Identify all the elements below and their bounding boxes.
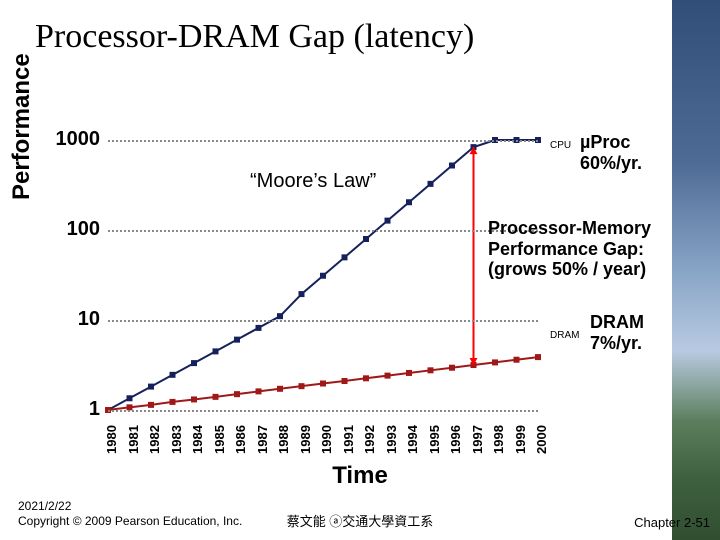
grid-line xyxy=(108,410,538,412)
x-tick: 1984 xyxy=(190,425,205,454)
marker-cpu xyxy=(213,348,219,354)
marker-cpu xyxy=(234,337,240,343)
marker-cpu xyxy=(299,291,305,297)
marker-dram xyxy=(385,373,391,379)
x-tick: 1997 xyxy=(470,425,485,454)
marker-dram xyxy=(342,378,348,384)
x-tick: 1983 xyxy=(169,425,184,454)
marker-dram xyxy=(363,375,369,381)
annot-proc: µProc 60%/yr. xyxy=(580,132,642,173)
marker-dram xyxy=(320,380,326,386)
x-tick: 1994 xyxy=(405,425,420,454)
marker-cpu xyxy=(406,199,412,205)
x-tick: 1985 xyxy=(212,425,227,454)
x-tick: 1999 xyxy=(513,425,528,454)
marker-dram xyxy=(299,383,305,389)
marker-cpu xyxy=(342,254,348,260)
marker-cpu xyxy=(277,313,283,319)
marker-dram xyxy=(492,359,498,365)
marker-dram xyxy=(170,399,176,405)
marker-dram xyxy=(449,365,455,371)
x-tick: 1981 xyxy=(126,425,141,454)
grid-line xyxy=(108,230,538,232)
marker-cpu xyxy=(191,360,197,366)
series-label-dram: DRAM xyxy=(550,330,579,341)
annot-dram-l1: DRAM xyxy=(590,312,644,332)
annot-dram: DRAM 7%/yr. xyxy=(590,312,644,353)
annot-gap-l3: (grows 50% / year) xyxy=(488,259,646,279)
marker-dram xyxy=(535,354,541,360)
marker-cpu xyxy=(127,395,133,401)
marker-dram xyxy=(148,402,154,408)
marker-dram xyxy=(428,367,434,373)
y-tick: 100 xyxy=(40,218,100,241)
marker-dram xyxy=(256,388,262,394)
x-axis-title: Time xyxy=(0,462,720,490)
slide-title: Processor-DRAM Gap (latency) xyxy=(35,18,474,56)
marker-dram xyxy=(191,396,197,402)
marker-cpu xyxy=(256,325,262,331)
x-tick: 1980 xyxy=(104,425,119,454)
marker-cpu xyxy=(428,181,434,187)
marker-cpu xyxy=(170,372,176,378)
x-tick: 1991 xyxy=(341,425,356,454)
series-label-cpu: CPU xyxy=(550,140,571,151)
annot-gap: Processor-Memory Performance Gap: (grows… xyxy=(488,218,651,280)
marker-cpu xyxy=(449,163,455,169)
grid-line xyxy=(108,140,538,142)
y-tick: 1000 xyxy=(40,128,100,151)
footer-center: 蔡文能 ⓐ交通大學資工系 xyxy=(0,511,720,530)
annot-gap-l1: Processor-Memory xyxy=(488,218,651,238)
marker-dram xyxy=(406,370,412,376)
x-tick: 2000 xyxy=(534,425,549,454)
marker-cpu xyxy=(363,236,369,242)
marker-dram xyxy=(234,391,240,397)
y-tick: 10 xyxy=(40,308,100,331)
marker-dram xyxy=(514,357,520,363)
x-tick: 1992 xyxy=(362,425,377,454)
x-tick: 1987 xyxy=(255,425,270,454)
marker-dram xyxy=(277,386,283,392)
marker-dram xyxy=(213,394,219,400)
x-tick: 1995 xyxy=(427,425,442,454)
annot-proc-l1: µProc xyxy=(580,132,630,152)
y-tick: 1 xyxy=(40,398,100,421)
moore-law-label: “Moore’s Law” xyxy=(250,170,376,193)
marker-cpu xyxy=(320,273,326,279)
footer-right: Chapter 2-51 xyxy=(634,515,710,530)
grid-line xyxy=(108,320,538,322)
side-decor xyxy=(672,0,720,540)
annot-proc-l2: 60%/yr. xyxy=(580,153,642,173)
annot-gap-l2: Performance Gap: xyxy=(488,239,644,259)
y-axis-title: Performance xyxy=(8,53,36,200)
x-tick: 1982 xyxy=(147,425,162,454)
x-tick: 1989 xyxy=(298,425,313,454)
x-tick: 1998 xyxy=(491,425,506,454)
x-tick: 1990 xyxy=(319,425,334,454)
x-tick-labels: 1980198119821983198419851986198719881989… xyxy=(108,414,538,464)
annot-dram-l2: 7%/yr. xyxy=(590,333,642,353)
x-tick: 1986 xyxy=(233,425,248,454)
x-tick: 1988 xyxy=(276,425,291,454)
x-tick: 1996 xyxy=(448,425,463,454)
marker-cpu xyxy=(148,384,154,390)
x-tick: 1993 xyxy=(384,425,399,454)
marker-cpu xyxy=(385,218,391,224)
